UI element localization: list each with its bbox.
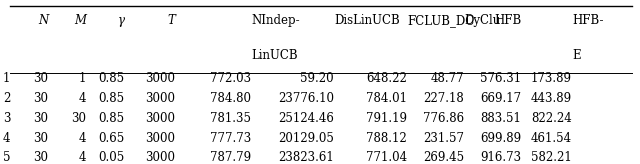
Text: 0.85: 0.85	[99, 112, 125, 125]
Text: 777.73: 777.73	[210, 132, 252, 145]
Text: 3: 3	[3, 112, 10, 125]
Text: HFB-: HFB-	[572, 14, 604, 27]
Text: 784.01: 784.01	[366, 92, 407, 105]
Text: HFB: HFB	[494, 14, 521, 27]
Text: 30: 30	[33, 151, 49, 164]
Text: 791.19: 791.19	[366, 112, 407, 125]
Text: DyClu: DyClu	[464, 14, 500, 27]
Text: 0.05: 0.05	[99, 151, 125, 164]
Text: 582.21: 582.21	[531, 151, 572, 164]
Text: 4: 4	[79, 132, 86, 145]
Text: NIndep-: NIndep-	[252, 14, 300, 27]
Text: T: T	[168, 14, 175, 27]
Text: 3000: 3000	[145, 151, 175, 164]
Text: 771.04: 771.04	[366, 151, 407, 164]
Text: 788.12: 788.12	[366, 132, 407, 145]
Text: 30: 30	[33, 92, 49, 105]
Text: 4: 4	[3, 132, 10, 145]
Text: 787.79: 787.79	[211, 151, 252, 164]
Text: 772.03: 772.03	[211, 72, 252, 85]
Text: 648.22: 648.22	[366, 72, 407, 85]
Text: 4: 4	[79, 92, 86, 105]
Text: 227.18: 227.18	[423, 92, 464, 105]
Text: N: N	[38, 14, 49, 27]
Text: E: E	[572, 49, 580, 62]
Text: 269.45: 269.45	[423, 151, 464, 164]
Text: 23776.10: 23776.10	[278, 92, 334, 105]
Text: 822.24: 822.24	[531, 112, 572, 125]
Text: γ: γ	[118, 14, 125, 27]
Text: 3000: 3000	[145, 132, 175, 145]
Text: 30: 30	[33, 112, 49, 125]
Text: 48.77: 48.77	[431, 72, 464, 85]
Text: 3000: 3000	[145, 92, 175, 105]
Text: 173.89: 173.89	[531, 72, 572, 85]
Text: 59.20: 59.20	[300, 72, 334, 85]
Text: 25124.46: 25124.46	[278, 112, 334, 125]
Text: 776.86: 776.86	[423, 112, 464, 125]
Text: 916.73: 916.73	[480, 151, 521, 164]
Text: 0.85: 0.85	[99, 92, 125, 105]
Text: 883.51: 883.51	[480, 112, 521, 125]
Text: 3000: 3000	[145, 112, 175, 125]
Text: 784.80: 784.80	[211, 92, 252, 105]
Text: DisLinUCB: DisLinUCB	[334, 14, 400, 27]
Text: 461.54: 461.54	[531, 132, 572, 145]
Text: 576.31: 576.31	[480, 72, 521, 85]
Text: 669.17: 669.17	[480, 92, 521, 105]
Text: 20129.05: 20129.05	[278, 132, 334, 145]
Text: 0.65: 0.65	[99, 132, 125, 145]
Text: 1: 1	[3, 72, 10, 85]
Text: 231.57: 231.57	[423, 132, 464, 145]
Text: 30: 30	[33, 72, 49, 85]
Text: 0.85: 0.85	[99, 72, 125, 85]
Text: 30: 30	[33, 132, 49, 145]
Text: 3000: 3000	[145, 72, 175, 85]
Text: 781.35: 781.35	[211, 112, 252, 125]
Text: 443.89: 443.89	[531, 92, 572, 105]
Text: 1: 1	[79, 72, 86, 85]
Text: 23823.61: 23823.61	[278, 151, 334, 164]
Text: M: M	[74, 14, 86, 27]
Text: 4: 4	[79, 151, 86, 164]
Text: LinUCB: LinUCB	[252, 49, 298, 62]
Text: 699.89: 699.89	[480, 132, 521, 145]
Text: 5: 5	[3, 151, 10, 164]
Text: 2: 2	[3, 92, 10, 105]
Text: FCLUB_DC: FCLUB_DC	[407, 14, 474, 27]
Text: 30: 30	[72, 112, 86, 125]
